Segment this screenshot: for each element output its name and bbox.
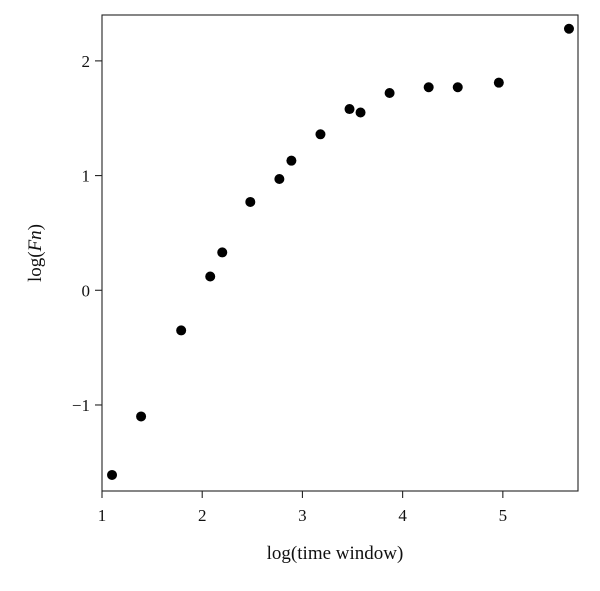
y-tick-label: −1: [72, 396, 90, 415]
y-axis-label-suffix: ): [25, 224, 46, 230]
data-point: [452, 82, 463, 93]
data-point: [286, 155, 297, 166]
data-point: [493, 77, 504, 88]
x-tick-label: 5: [499, 506, 508, 525]
x-axis: 1 2 3 4 5: [98, 491, 507, 525]
data-point: [274, 174, 285, 185]
y-tick-label: 1: [82, 167, 91, 186]
x-tick-label: 3: [298, 506, 307, 525]
data-point: [136, 411, 147, 422]
data-point: [423, 82, 434, 93]
data-points: [107, 23, 574, 480]
data-point: [176, 325, 187, 336]
data-point: [315, 129, 326, 140]
data-point: [245, 196, 256, 207]
x-tick-label: 1: [98, 506, 107, 525]
y-axis: −1 0 1 2: [72, 52, 102, 415]
data-point: [205, 271, 216, 282]
y-axis-label: log(Fn): [25, 224, 46, 282]
data-point: [107, 469, 118, 480]
data-point: [355, 107, 366, 118]
data-point: [563, 23, 574, 34]
y-axis-label-prefix: log(: [25, 251, 46, 282]
x-tick-label: 2: [198, 506, 207, 525]
y-tick-label: 2: [82, 52, 91, 71]
x-axis-label: log(time window): [267, 543, 404, 564]
data-point: [217, 247, 228, 258]
y-tick-label: 0: [82, 281, 91, 300]
y-axis-label-variable: Fn: [25, 230, 46, 252]
x-tick-label: 4: [398, 506, 407, 525]
data-point: [384, 87, 395, 98]
data-point: [344, 104, 355, 115]
plot-frame: [101, 14, 579, 492]
